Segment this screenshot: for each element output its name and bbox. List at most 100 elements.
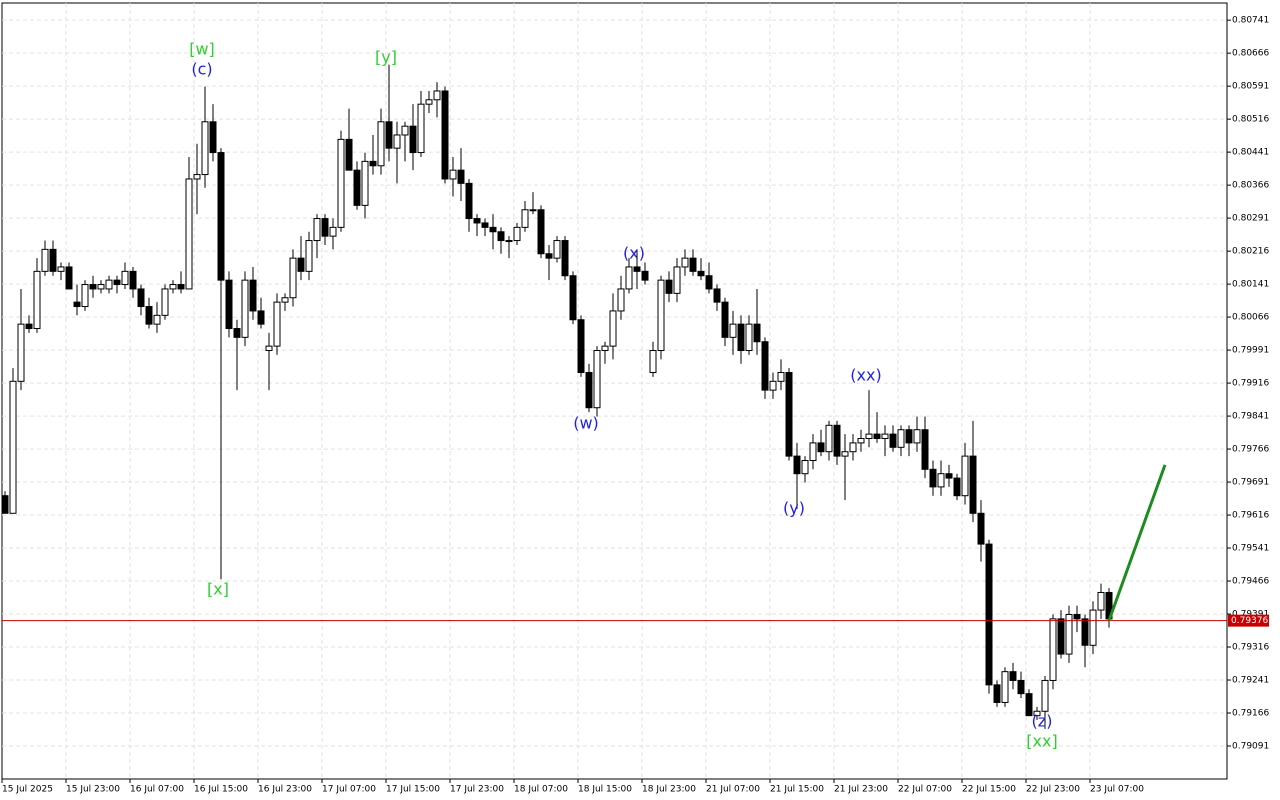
candle-body bbox=[897, 429, 905, 448]
candle-body bbox=[129, 270, 137, 290]
y-tick-label: 0.79541 bbox=[1232, 544, 1269, 554]
candle-body bbox=[489, 226, 497, 233]
candle-body bbox=[185, 178, 193, 290]
candle-body bbox=[217, 152, 225, 281]
candle-body bbox=[1009, 671, 1017, 681]
candle-body bbox=[689, 257, 697, 272]
candle-body bbox=[593, 350, 601, 409]
candle-body bbox=[1025, 693, 1033, 717]
candle-body bbox=[313, 218, 321, 242]
candle-body bbox=[225, 279, 233, 330]
candle-body bbox=[153, 314, 161, 325]
candle-body bbox=[41, 248, 49, 272]
y-tick-label: 0.79841 bbox=[1232, 412, 1269, 422]
candle-body bbox=[105, 279, 113, 290]
candle-body bbox=[113, 279, 121, 286]
candle-body bbox=[201, 121, 209, 176]
candle-body bbox=[873, 433, 881, 440]
candle-body bbox=[657, 279, 665, 352]
candle-body bbox=[17, 323, 25, 382]
x-tick-label: 15 Jul 2025 bbox=[2, 785, 53, 795]
candle-body bbox=[777, 372, 785, 382]
candle-body bbox=[609, 310, 617, 347]
candle-body bbox=[241, 279, 249, 338]
candle-body bbox=[369, 160, 377, 167]
candle-body bbox=[761, 341, 769, 391]
wave-label: (z) bbox=[1032, 712, 1053, 731]
candle-body bbox=[985, 543, 993, 686]
candle-body bbox=[425, 99, 433, 105]
candle-body bbox=[193, 174, 201, 180]
current-price-box bbox=[1228, 614, 1269, 627]
candle-body bbox=[145, 306, 153, 325]
candle-body bbox=[297, 257, 305, 272]
candle-body bbox=[361, 160, 369, 206]
wave-label: [w] bbox=[189, 40, 215, 59]
candle-body bbox=[841, 451, 849, 457]
candle-body bbox=[1017, 679, 1025, 695]
candle-body bbox=[641, 270, 649, 281]
candle-body bbox=[601, 345, 609, 352]
y-tick-label: 0.79166 bbox=[1232, 709, 1269, 719]
candle-body bbox=[321, 218, 329, 237]
candle-body bbox=[681, 257, 689, 268]
candle-body bbox=[577, 319, 585, 374]
current-price-label: 0.79376 bbox=[1231, 616, 1268, 626]
candle-body bbox=[385, 121, 393, 149]
x-tick-label: 22 Jul 23:00 bbox=[1026, 785, 1080, 795]
x-tick-label: 22 Jul 07:00 bbox=[898, 785, 952, 795]
candle-body bbox=[625, 266, 633, 290]
candle-body bbox=[1081, 618, 1089, 646]
candle-body bbox=[913, 429, 921, 444]
candle-body bbox=[665, 279, 673, 294]
candle-body bbox=[1065, 613, 1073, 655]
candle-body bbox=[953, 477, 961, 497]
y-tick-label: 0.79391 bbox=[1232, 610, 1269, 620]
y-tick-label: 0.80516 bbox=[1232, 115, 1269, 125]
candle-body bbox=[937, 473, 945, 488]
x-tick-label: 16 Jul 07:00 bbox=[130, 785, 184, 795]
y-tick-label: 0.79316 bbox=[1232, 643, 1269, 653]
candle-body bbox=[73, 301, 81, 308]
candle-body bbox=[257, 310, 265, 325]
y-tick-label: 0.80216 bbox=[1232, 247, 1269, 257]
candle-body bbox=[1, 495, 9, 514]
candle-body bbox=[481, 222, 489, 228]
x-tick-label: 16 Jul 15:00 bbox=[194, 785, 248, 795]
candle-body bbox=[753, 323, 761, 343]
y-tick-label: 0.79091 bbox=[1232, 742, 1269, 752]
candle-body bbox=[233, 328, 241, 338]
candle-body bbox=[633, 266, 641, 272]
x-tick-label: 18 Jul 23:00 bbox=[642, 785, 696, 795]
x-tick-label: 15 Jul 23:00 bbox=[66, 785, 120, 795]
candle-body bbox=[1033, 710, 1041, 717]
candle-body bbox=[1041, 679, 1049, 712]
candle-body bbox=[417, 103, 425, 154]
candle-body bbox=[545, 253, 553, 259]
candle-body bbox=[441, 90, 449, 180]
candle-body bbox=[137, 288, 145, 308]
candle-body bbox=[121, 270, 129, 286]
candle-body bbox=[809, 442, 817, 462]
candle-body bbox=[281, 297, 289, 303]
candle-body bbox=[961, 455, 969, 497]
wave-label: (y) bbox=[783, 499, 805, 518]
candle-body bbox=[745, 323, 753, 352]
candle-body bbox=[9, 380, 17, 514]
candle-body bbox=[785, 372, 793, 457]
candle-body bbox=[569, 275, 577, 321]
candle-body bbox=[433, 90, 441, 101]
candle-body bbox=[1001, 671, 1009, 703]
candle-body bbox=[921, 429, 929, 470]
candle-body bbox=[1097, 591, 1105, 611]
candle-body bbox=[969, 455, 977, 514]
projection-line bbox=[1107, 464, 1167, 622]
candle-body bbox=[305, 240, 313, 272]
y-tick-label: 0.79241 bbox=[1232, 676, 1269, 686]
candle-body bbox=[825, 424, 833, 453]
y-tick-label: 0.80366 bbox=[1232, 181, 1269, 191]
y-tick-label: 0.80741 bbox=[1232, 16, 1269, 26]
candle-body bbox=[649, 350, 657, 374]
candle-body bbox=[1049, 618, 1057, 681]
y-tick-label: 0.80141 bbox=[1232, 280, 1269, 290]
